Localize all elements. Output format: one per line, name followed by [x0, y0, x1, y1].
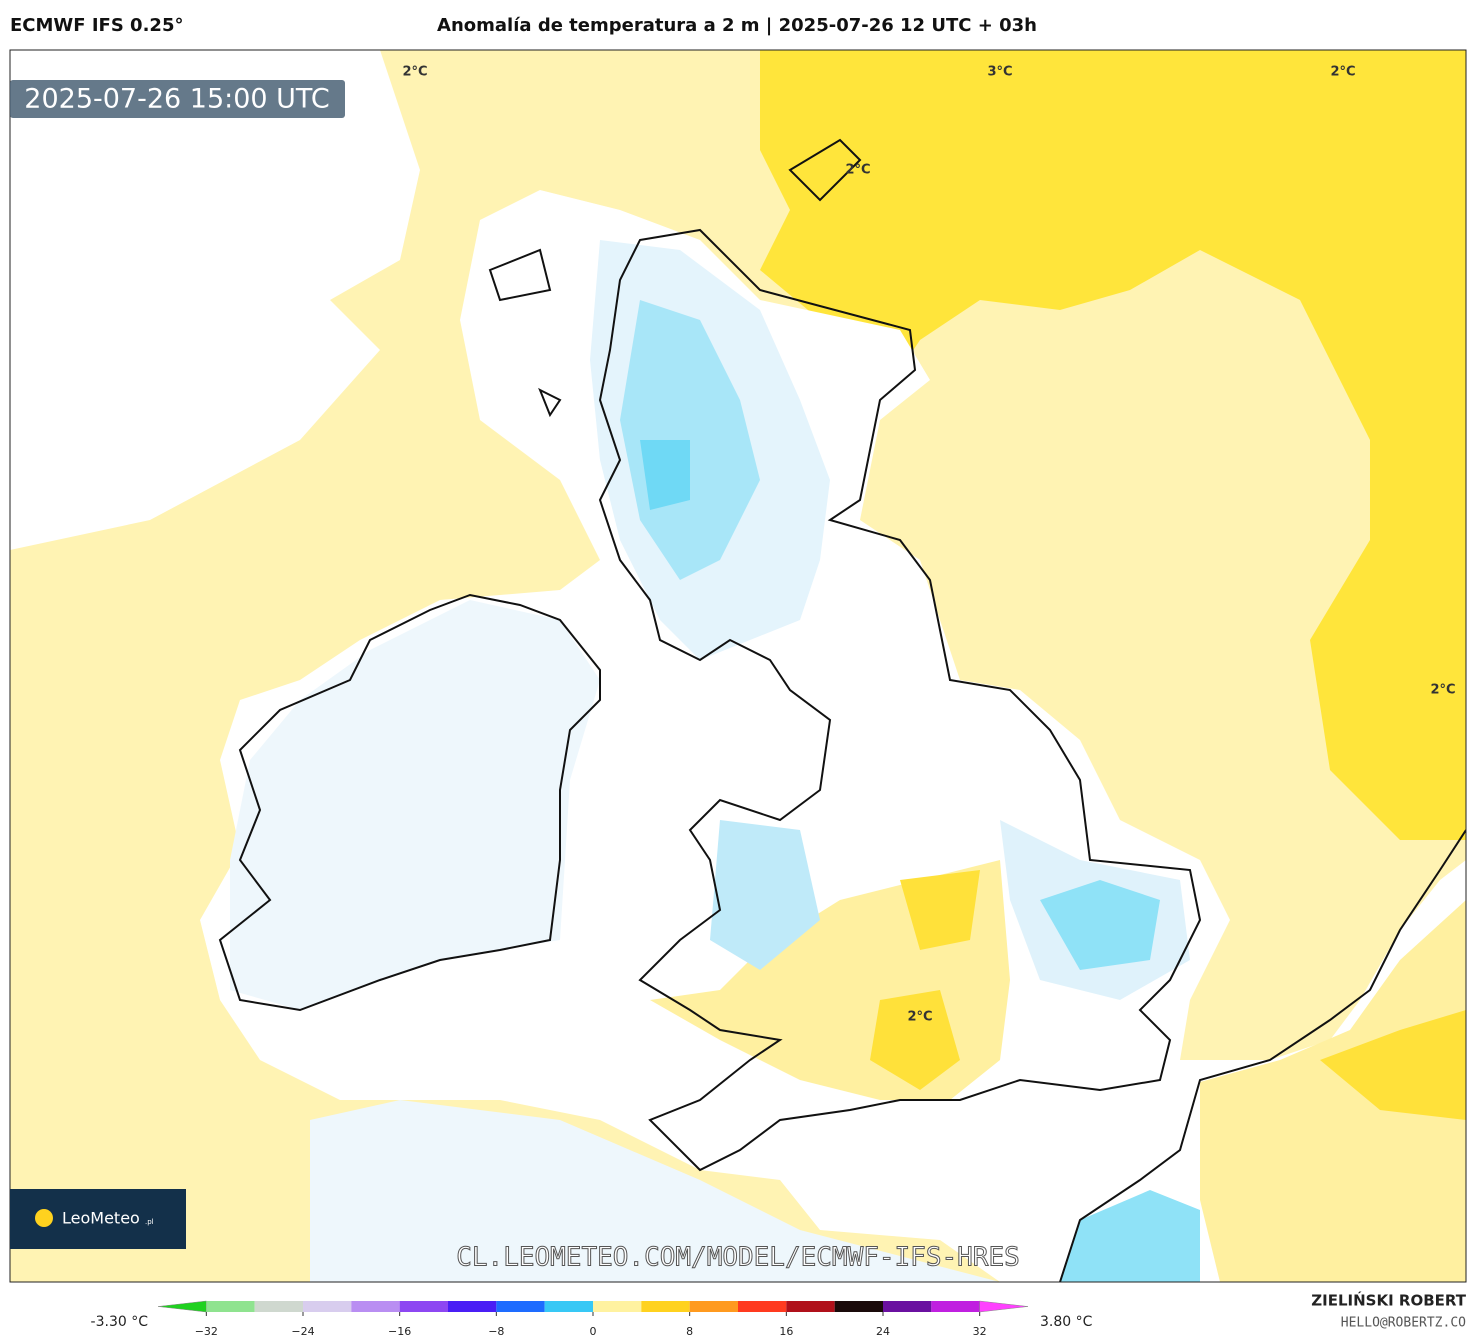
field-white — [10, 50, 420, 550]
contour-label: 2°C — [1430, 683, 1455, 698]
colorbar-segment — [786, 1301, 835, 1312]
colorbar-segment — [883, 1301, 932, 1312]
field-blue — [710, 820, 820, 970]
watermark: CL.LEOMETEO.COM/MODEL/ECMWF-IFS-HRES — [456, 1243, 1020, 1273]
colorbar-segment — [157, 1300, 207, 1313]
islands — [488, 138, 862, 418]
colorbar-segment — [834, 1301, 883, 1312]
colorbar-segment — [496, 1301, 545, 1312]
colorbar-tick-label: −24 — [291, 1325, 314, 1338]
colorbar-segment — [738, 1301, 787, 1312]
map-frame — [9, 49, 1467, 1283]
colorbar-segment — [689, 1301, 738, 1312]
contour-label: 2°C — [907, 1010, 932, 1025]
colorbar: −32 −24 −16 −8 0 8 16 24 32 — [157, 1300, 1029, 1338]
colorbar-segment — [351, 1301, 400, 1312]
map-area: 2°C 3°C 2°C 2°C 2°C 2°C 2025-07-26 15:00… — [9, 49, 1467, 1283]
colorbar-segment — [206, 1301, 255, 1312]
colorbar-tick-label: −8 — [488, 1325, 504, 1338]
colorbar-tick-label: 16 — [779, 1325, 793, 1338]
colorbar-tick-label: 24 — [876, 1325, 890, 1338]
author: ZIELIŃSKI ROBERT — [1311, 1291, 1466, 1310]
colorbar-segment — [544, 1301, 593, 1312]
colorbar-segment — [399, 1301, 448, 1312]
coastline-continent — [1059, 829, 1466, 1282]
field-cyan — [640, 440, 690, 510]
contour-label: 2°C — [1330, 65, 1355, 80]
field-continent — [1200, 900, 1466, 1282]
colorbar-tick-label: −16 — [388, 1325, 411, 1338]
colorbar-segment — [448, 1301, 497, 1312]
colorbar-segment — [931, 1301, 980, 1312]
contour-label: 3°C — [987, 65, 1012, 80]
contour-label: 2°C — [845, 163, 870, 178]
colorbar-tick-label: 32 — [973, 1325, 987, 1338]
logo-sun — [35, 1209, 53, 1227]
colorbar-segment — [641, 1301, 690, 1312]
colorbar-segment — [303, 1301, 352, 1312]
field-yellow-patch — [870, 870, 980, 1090]
colorbar-segment — [254, 1301, 303, 1312]
model-name: ECMWF IFS 0.25° — [10, 15, 183, 36]
colorbar-segment — [979, 1300, 1029, 1313]
field-yellow-patch — [1320, 1010, 1466, 1120]
logo-text: LeoMeteo — [62, 1209, 140, 1228]
logo-suffix: .pl — [145, 1218, 154, 1226]
colorbar-segment — [593, 1301, 642, 1312]
colorbar-max-label: 3.80 °C — [1040, 1314, 1093, 1330]
contact: HELLO@ROBERTZ.CO — [1341, 1316, 1466, 1331]
coastline-ireland — [218, 593, 601, 1012]
colorbar-tick-label: 0 — [590, 1325, 597, 1338]
field-blue — [1060, 1190, 1200, 1282]
valid-time: 2025-07-26 15:00 UTC — [24, 84, 329, 115]
time-badge — [10, 80, 345, 118]
field-blue — [1040, 880, 1160, 970]
map-title: Anomalía de temperatura a 2 m | 2025-07-… — [437, 15, 1037, 36]
colorbar-min-label: -3.30 °C — [91, 1314, 149, 1330]
contour-label: 2°C — [402, 65, 427, 80]
colorbar-tick-label: −32 — [195, 1325, 218, 1338]
colorbar-tick-label: 8 — [686, 1325, 693, 1338]
field-light-blue — [310, 1100, 1000, 1282]
field-light-blue — [230, 600, 600, 1010]
coastline-great-britain — [598, 228, 1202, 1172]
field-yellow — [760, 50, 1466, 840]
field-white-isles — [200, 190, 1466, 1282]
